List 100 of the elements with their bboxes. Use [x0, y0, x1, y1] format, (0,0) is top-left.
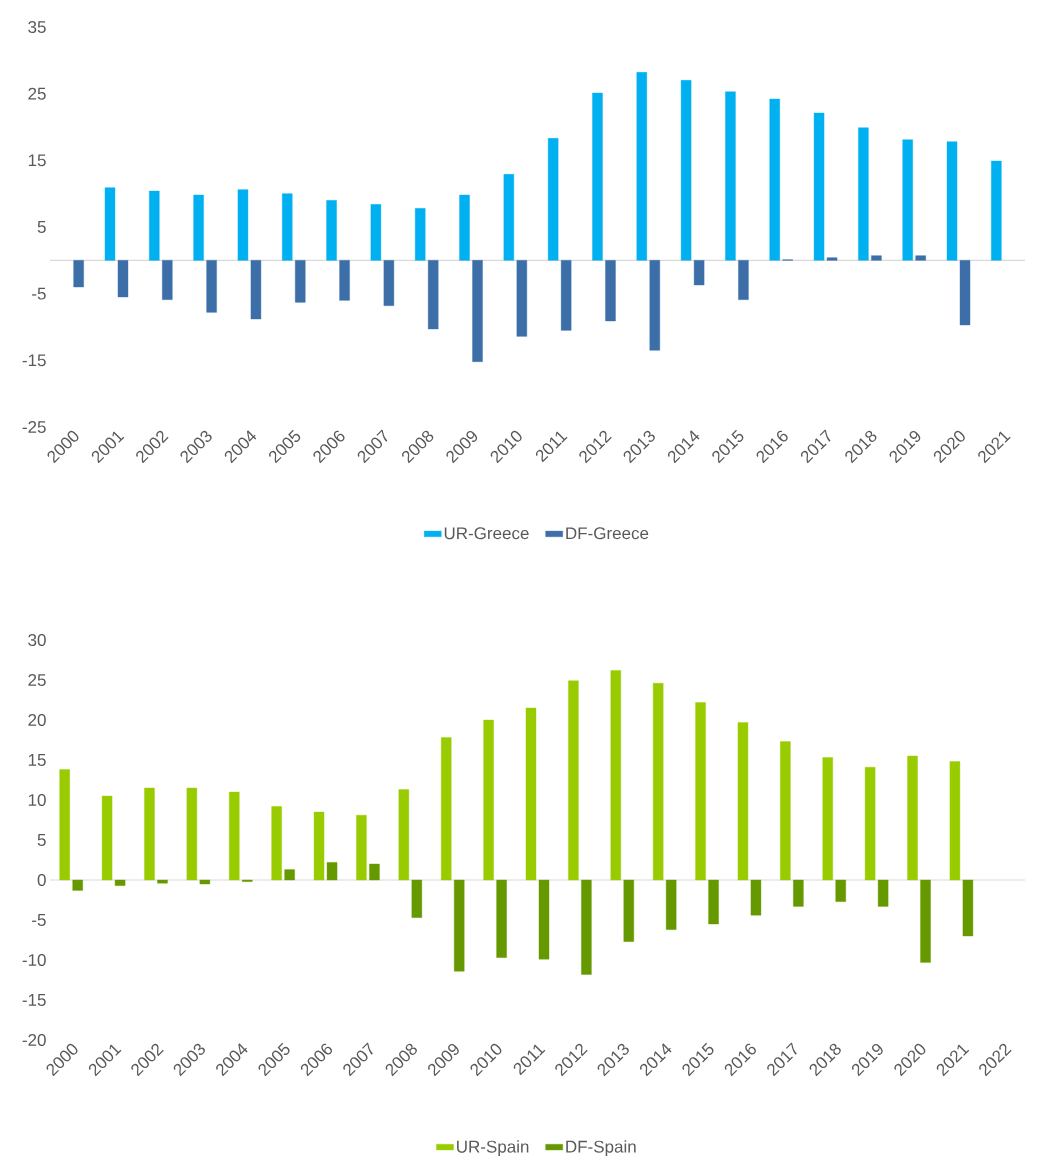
y-tick-label: 15 [28, 754, 46, 766]
bar [496, 879, 507, 958]
y-tick-label: 35 [28, 21, 46, 34]
bar [117, 260, 129, 298]
y-tick-label: 30 [28, 634, 46, 647]
bar [313, 811, 325, 881]
bar [157, 879, 168, 884]
bar [383, 260, 395, 306]
bar [864, 767, 876, 881]
y-tick-label: -15 [22, 994, 46, 1006]
bar [750, 879, 762, 916]
legend-label: DF-Spain [566, 1140, 636, 1157]
bar [610, 670, 621, 881]
bar [369, 863, 380, 881]
bar [568, 680, 579, 881]
y-tick-label: 5 [37, 221, 46, 233]
bar [199, 879, 211, 885]
bar [581, 879, 592, 975]
bar [237, 189, 249, 261]
bar [769, 98, 780, 261]
bar [441, 737, 452, 881]
bar [538, 879, 550, 960]
bar [605, 260, 616, 322]
y-tick-label: 0 [37, 873, 46, 887]
bar [858, 127, 869, 261]
bar [738, 260, 749, 300]
bar [793, 879, 804, 907]
bar [907, 755, 918, 881]
bar [991, 160, 1002, 261]
bar [326, 862, 338, 881]
y-tick-label: -20 [22, 1033, 46, 1047]
bar [680, 80, 692, 261]
bar [162, 260, 173, 300]
bar [282, 193, 293, 261]
bar [326, 200, 337, 261]
y-tick-label: 25 [28, 674, 46, 687]
bar [104, 187, 116, 261]
bar [503, 174, 515, 261]
bar [737, 722, 749, 881]
y-tick-label: -10 [22, 953, 46, 967]
y-tick-label: 10 [28, 793, 46, 807]
bar [206, 260, 217, 313]
bar [144, 787, 155, 881]
bar [295, 260, 306, 303]
bar [193, 194, 204, 261]
bar [415, 208, 426, 261]
bar [59, 769, 70, 881]
bar [725, 91, 736, 261]
legend-label: DF-Greece [566, 527, 649, 540]
bar [73, 260, 84, 288]
bar [813, 112, 825, 261]
bar [229, 791, 240, 881]
bar [835, 879, 846, 902]
bar [665, 879, 677, 930]
bar [902, 139, 913, 261]
bar [920, 879, 931, 963]
bar [636, 72, 647, 261]
bar [959, 260, 971, 326]
bar [708, 879, 719, 925]
bar [250, 260, 262, 320]
bar [72, 879, 83, 891]
bar [592, 92, 603, 261]
bar [525, 707, 537, 881]
y-tick-label: -25 [22, 420, 46, 434]
y-tick-label: 20 [28, 714, 46, 727]
bar [186, 787, 198, 881]
y-tick-label: 25 [28, 87, 46, 100]
legend-label: UR-Spain [457, 1140, 529, 1157]
bar [871, 255, 882, 261]
bar [370, 204, 382, 261]
bar [560, 260, 572, 331]
bar [623, 879, 634, 942]
bar [826, 257, 838, 261]
bar [472, 260, 483, 362]
bar [822, 757, 833, 881]
y-tick-label: 5 [37, 834, 46, 846]
bar [483, 719, 494, 881]
y-tick-label: -15 [22, 354, 46, 367]
bar [649, 260, 660, 351]
bar [284, 869, 295, 881]
bar [428, 260, 439, 330]
bar [946, 141, 958, 261]
bar [114, 879, 126, 886]
y-tick-label: -5 [32, 287, 46, 300]
bar [915, 255, 926, 261]
bar [339, 260, 350, 301]
bar [695, 702, 706, 881]
bar [516, 260, 528, 337]
bar [271, 806, 282, 881]
bar [459, 194, 470, 261]
bar [949, 761, 961, 881]
bar [962, 879, 974, 937]
bar [454, 879, 465, 972]
bar [877, 879, 889, 907]
y-tick-label: 15 [28, 154, 46, 167]
bar [101, 795, 113, 881]
bar [149, 190, 160, 261]
bar [780, 741, 791, 881]
bar [356, 815, 367, 881]
bar [398, 789, 410, 881]
